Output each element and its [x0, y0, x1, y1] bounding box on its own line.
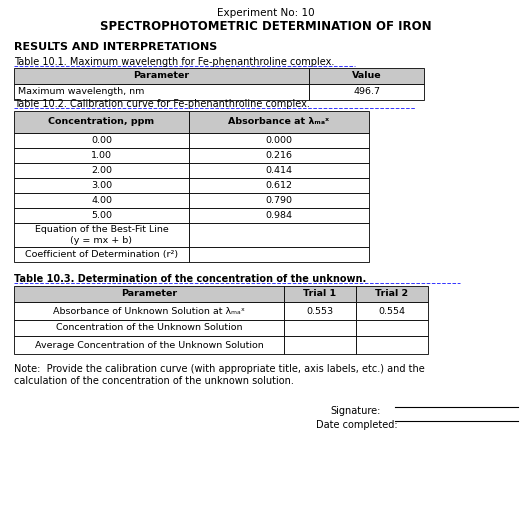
- Bar: [14, 336, 284, 354]
- Bar: [14, 320, 284, 336]
- Text: Parameter: Parameter: [121, 290, 177, 298]
- Bar: [309, 68, 424, 84]
- Text: 0.790: 0.790: [266, 196, 293, 205]
- Text: Average Concentration of the Unknown Solution: Average Concentration of the Unknown Sol…: [35, 341, 263, 349]
- Bar: [189, 193, 369, 208]
- Text: 0.00: 0.00: [91, 136, 112, 145]
- Bar: [284, 286, 356, 302]
- Text: 0.000: 0.000: [266, 136, 293, 145]
- Bar: [356, 302, 428, 320]
- Text: 0.553: 0.553: [306, 306, 333, 316]
- Text: 1.00: 1.00: [91, 151, 112, 160]
- Text: Date completed:: Date completed:: [316, 420, 398, 430]
- Text: Note:  Provide the calibration curve (with appropriate title, axis labels, etc.): Note: Provide the calibration curve (wit…: [14, 364, 425, 386]
- Text: 5.00: 5.00: [91, 211, 112, 220]
- Bar: [14, 193, 189, 208]
- Text: Table 10.2. Calibration curve for Fe-phenanthroline complex.: Table 10.2. Calibration curve for Fe-phe…: [14, 99, 310, 109]
- Text: Signature:: Signature:: [330, 406, 380, 416]
- Text: 0.612: 0.612: [266, 181, 293, 190]
- Text: Value: Value: [352, 71, 381, 81]
- Text: Equation of the Best-Fit Line
(y = mx + b): Equation of the Best-Fit Line (y = mx + …: [35, 225, 168, 245]
- Text: 0.984: 0.984: [266, 211, 293, 220]
- Text: 0.216: 0.216: [266, 151, 293, 160]
- Text: Parameter: Parameter: [133, 71, 190, 81]
- Bar: [189, 111, 369, 133]
- Bar: [189, 178, 369, 193]
- Bar: [356, 320, 428, 336]
- Bar: [14, 111, 189, 133]
- Bar: [14, 178, 189, 193]
- Bar: [189, 247, 369, 262]
- Text: Table 10.3. Determination of the concentration of the unknown.: Table 10.3. Determination of the concent…: [14, 274, 366, 284]
- Bar: [356, 336, 428, 354]
- Text: Experiment No: 10: Experiment No: 10: [217, 8, 314, 18]
- Text: 4.00: 4.00: [91, 196, 112, 205]
- Text: Table 10.1. Maximum wavelength for Fe-phenanthroline complex.: Table 10.1. Maximum wavelength for Fe-ph…: [14, 57, 335, 67]
- Bar: [356, 286, 428, 302]
- Bar: [189, 208, 369, 223]
- Bar: [14, 223, 189, 247]
- Text: 2.00: 2.00: [91, 166, 112, 175]
- Bar: [14, 133, 189, 148]
- Bar: [14, 68, 309, 84]
- Text: Coefficient of Determination (r²): Coefficient of Determination (r²): [25, 250, 178, 259]
- Bar: [14, 148, 189, 163]
- Bar: [189, 223, 369, 247]
- Text: RESULTS AND INTERPRETATIONS: RESULTS AND INTERPRETATIONS: [14, 42, 217, 52]
- Text: 0.414: 0.414: [266, 166, 293, 175]
- Text: Trial 1: Trial 1: [303, 290, 337, 298]
- Text: 3.00: 3.00: [91, 181, 112, 190]
- Bar: [309, 84, 424, 100]
- Bar: [189, 148, 369, 163]
- Bar: [14, 247, 189, 262]
- Text: 496.7: 496.7: [353, 87, 380, 97]
- Text: Concentration of the Unknown Solution: Concentration of the Unknown Solution: [56, 323, 242, 332]
- Text: Trial 2: Trial 2: [375, 290, 408, 298]
- Bar: [14, 302, 284, 320]
- Bar: [189, 133, 369, 148]
- Bar: [14, 286, 284, 302]
- Text: 0.554: 0.554: [379, 306, 406, 316]
- Bar: [284, 320, 356, 336]
- Bar: [14, 208, 189, 223]
- Text: Maximum wavelength, nm: Maximum wavelength, nm: [18, 87, 144, 97]
- Text: Concentration, ppm: Concentration, ppm: [48, 118, 155, 126]
- Bar: [14, 163, 189, 178]
- Bar: [14, 84, 309, 100]
- Bar: [189, 163, 369, 178]
- Bar: [284, 302, 356, 320]
- Text: Absorbance at λₘₐˣ: Absorbance at λₘₐˣ: [228, 118, 330, 126]
- Text: SPECTROPHOTOMETRIC DETERMINATION OF IRON: SPECTROPHOTOMETRIC DETERMINATION OF IRON: [100, 20, 431, 33]
- Bar: [284, 336, 356, 354]
- Text: Absorbance of Unknown Solution at λₘₐˣ: Absorbance of Unknown Solution at λₘₐˣ: [53, 306, 245, 316]
